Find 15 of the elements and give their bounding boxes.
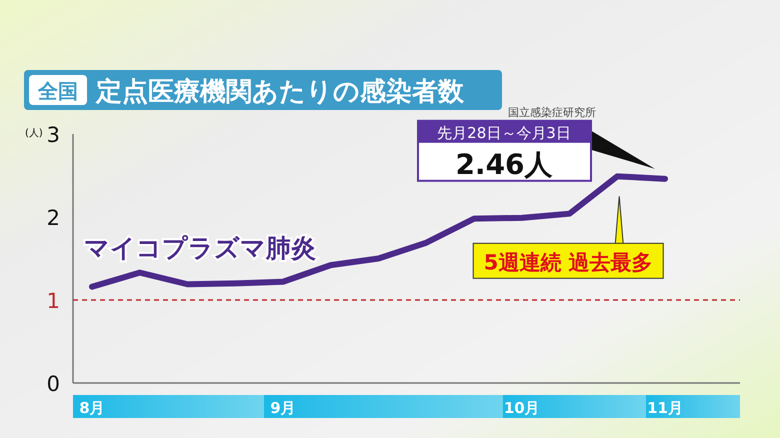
x-tick-label: 10月 [504,399,540,417]
x-tick-label: 8月 [79,399,105,417]
annotation: 2.46人 [455,148,554,181]
y-axis-title: (人) [25,128,43,139]
annotation: 先月28日～今月3日 [437,124,571,142]
x-tick-label: 11月 [647,399,683,417]
y-tick-label: 0 [46,372,60,396]
y-tick-label: 2 [46,206,60,230]
x-tick-label: 9月 [270,399,296,417]
series-label: マイコプラズマ肺炎 [84,234,316,263]
annotation: 5週連続 過去最多 [484,250,653,274]
y-tick-label: 1 [46,289,60,313]
y-tick-label: 3 [46,123,60,147]
chart-title: 全国 定点医療機関あたりの感染者数 [37,77,465,107]
text: 国立感染症研究所 [508,106,596,119]
